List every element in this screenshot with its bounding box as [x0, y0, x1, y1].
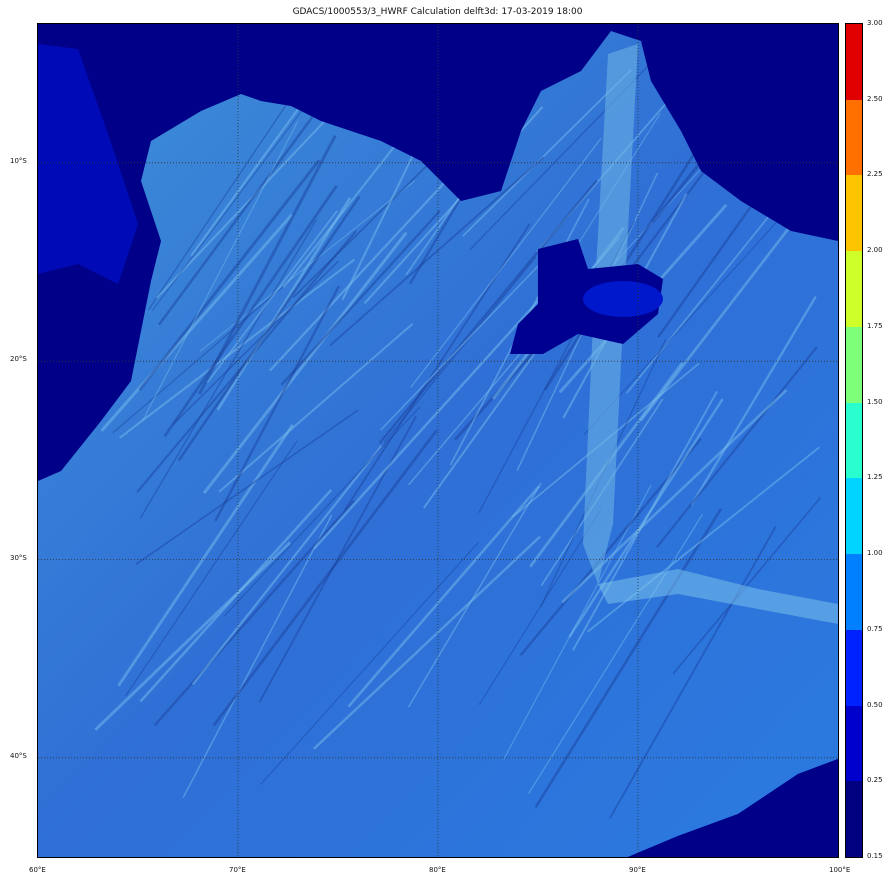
lat-tick-label: 20°S — [10, 355, 27, 364]
ridge-streak — [347, 485, 540, 708]
ridge-streak — [191, 445, 383, 686]
ridge-streak — [216, 197, 352, 411]
colorbar-segment — [846, 326, 862, 403]
ridge-streak — [344, 223, 531, 511]
lon-tick-label: 60°E — [29, 866, 46, 874]
colorbar-segment — [846, 24, 862, 100]
ridge-streak — [202, 231, 408, 495]
colorbar-label: 1.25 — [867, 473, 883, 482]
ridge-streak — [380, 257, 547, 431]
ridge-streak — [656, 346, 818, 548]
lon-tick-label: 100°E — [829, 866, 851, 874]
colorbar-label: 2.50 — [867, 94, 883, 103]
broken-ridge — [598, 569, 838, 624]
colorbar-segment — [846, 251, 862, 327]
ridge-streak — [626, 206, 778, 394]
ridge-streak — [153, 499, 356, 727]
ridge-streak — [197, 134, 337, 395]
lon-tick-label: 70°E — [229, 866, 246, 874]
ridge-streak — [639, 195, 815, 422]
ridge-streak — [519, 437, 702, 657]
ridge-streak — [206, 210, 338, 383]
colorbar-label: 3.00 — [867, 19, 883, 27]
ridge-streak — [125, 440, 298, 697]
ridge-streak — [177, 195, 361, 461]
colorbar-label: 2.25 — [867, 170, 883, 179]
ridge-streak — [119, 258, 356, 439]
colorbar-label: 0.25 — [867, 776, 883, 785]
ridge-streak — [142, 120, 299, 421]
colorbar-segment — [846, 629, 862, 706]
ridge-streak — [182, 514, 333, 798]
ridge-streak — [410, 137, 602, 388]
ridge-streak — [583, 184, 811, 436]
colorbar-segment — [846, 705, 862, 782]
lat-tick-label: 30°S — [10, 553, 27, 562]
ridge-streak — [609, 525, 777, 819]
colorbar-label: 0.15 — [867, 852, 883, 860]
colorbar-segment — [846, 402, 862, 479]
ridge-streak — [572, 390, 718, 651]
ridge-streak — [136, 230, 357, 493]
ridge-streak — [313, 296, 542, 550]
ridge-streak — [139, 488, 333, 703]
ridge-streak — [260, 541, 480, 785]
ridge-streak — [112, 281, 289, 434]
ridge-streak — [135, 409, 359, 566]
ridge-streak — [383, 256, 537, 443]
colorbar-segment — [846, 99, 862, 176]
ridge-streak — [214, 285, 340, 522]
colorbar-label: 0.75 — [867, 624, 883, 633]
ridge-streak — [672, 497, 822, 675]
land-south-east — [628, 759, 838, 857]
colorbar-label: 2.00 — [867, 246, 883, 255]
lon-tick-label: 90°E — [629, 866, 646, 874]
colorbar-label: 0.50 — [867, 700, 883, 709]
ridge-streak — [199, 180, 415, 352]
ridge-streak — [462, 69, 632, 237]
ridge-streak — [478, 507, 603, 705]
map-title: GDACS/1000553/3_HWRF Calculation delft3d… — [292, 7, 583, 17]
ridge-streak — [172, 260, 339, 426]
ridge-streak — [223, 406, 421, 617]
colorbar-label: 1.75 — [867, 321, 883, 330]
ridge-streak — [378, 179, 598, 444]
ridge-streak — [100, 213, 293, 432]
land-patch-west — [38, 44, 138, 284]
ridge-streak — [568, 398, 724, 638]
ridge-streak — [690, 296, 817, 506]
ridge-streak — [117, 424, 294, 687]
ridge-streak — [218, 323, 414, 493]
ridge-streak — [212, 429, 438, 727]
colorbar-segment — [846, 554, 862, 630]
ridge-streak — [528, 513, 704, 794]
ridge-streak — [138, 159, 321, 391]
ridge-streak — [258, 415, 417, 703]
colorbar-segment — [846, 781, 862, 857]
colorbar-label: 1.00 — [867, 549, 883, 558]
ridge-streak — [407, 482, 542, 708]
inland-basin-deep — [583, 281, 663, 317]
ridge-streak — [163, 185, 338, 438]
ridge-streak — [94, 541, 292, 731]
colorbar — [845, 23, 863, 858]
ridge-streak — [312, 535, 541, 750]
ridge-streak — [155, 109, 336, 299]
colorbar-segment — [846, 175, 862, 252]
grid-lines — [38, 24, 838, 857]
ridge-streak — [280, 210, 441, 386]
map-plot[interactable] — [37, 23, 839, 858]
ridge-streak — [269, 146, 479, 372]
ridge-streak — [503, 484, 652, 760]
colorbar-label: 1.50 — [867, 397, 883, 406]
ridge-streak — [139, 219, 318, 519]
ridge-streak — [329, 156, 545, 347]
colorbar-segment — [846, 478, 862, 555]
lat-tick-label: 10°S — [10, 156, 27, 165]
lon-tick-label: 80°E — [429, 866, 446, 874]
lat-tick-label: 40°S — [10, 751, 27, 760]
